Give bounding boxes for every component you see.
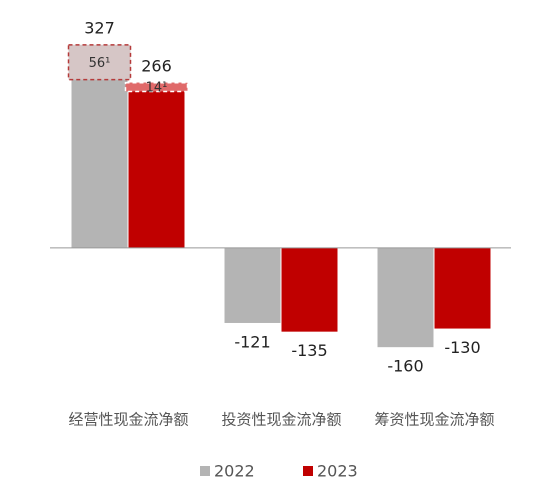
value-label: 266 xyxy=(141,56,172,75)
value-label: -130 xyxy=(444,338,480,357)
bar xyxy=(434,247,491,329)
bar xyxy=(281,247,338,332)
bar xyxy=(128,82,185,248)
segment-label: 56¹ xyxy=(89,56,111,71)
value-label: -121 xyxy=(234,332,270,351)
legend-swatch xyxy=(200,466,210,476)
value-label: -135 xyxy=(291,341,327,360)
x-tick-label: 投资性现金流净额 xyxy=(221,411,341,429)
x-tick-label: 经营性现金流净额 xyxy=(68,411,188,429)
x-tick-label: 筹资性现金流净额 xyxy=(374,411,494,429)
legend-label: 2023 xyxy=(317,462,358,481)
value-label: -160 xyxy=(387,357,423,376)
segment-label: 14¹ xyxy=(146,81,168,96)
bar xyxy=(224,247,281,323)
legend-swatch xyxy=(303,466,313,476)
segment xyxy=(124,82,189,93)
bar xyxy=(377,247,434,348)
legend-label: 2022 xyxy=(214,462,255,481)
segment xyxy=(67,44,132,81)
value-label: 327 xyxy=(84,18,115,37)
